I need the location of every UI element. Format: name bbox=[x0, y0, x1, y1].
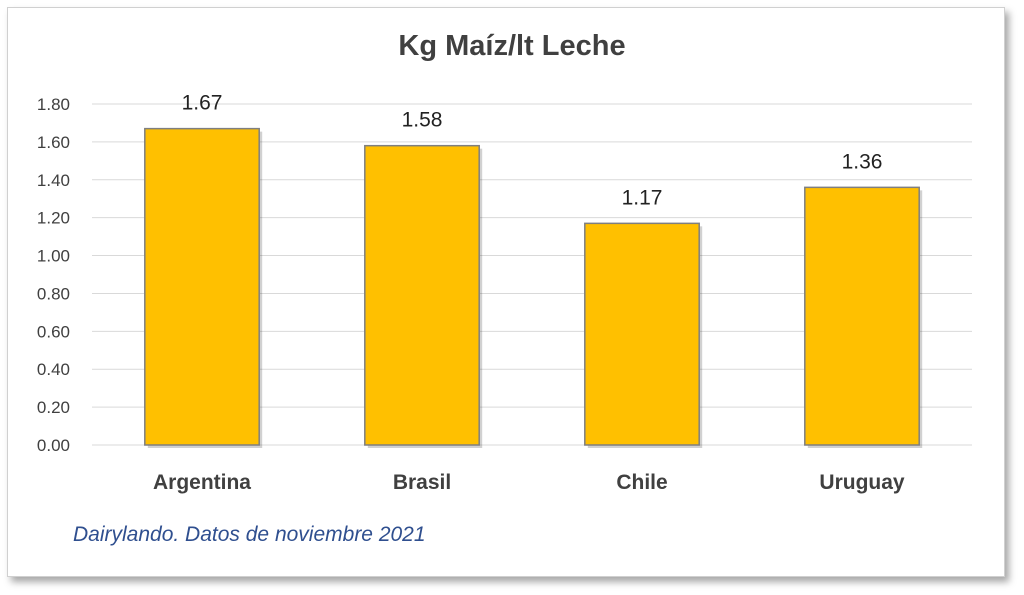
bars bbox=[144, 127, 923, 448]
x-category-label: Chile bbox=[616, 471, 667, 494]
x-category-label: Argentina bbox=[153, 471, 251, 494]
data-label: 1.58 bbox=[402, 109, 443, 132]
y-tick-label: 1.60 bbox=[37, 133, 70, 152]
bar-argentina bbox=[144, 127, 260, 446]
data-labels: 1.67 1.58 1.17 1.36 bbox=[182, 92, 883, 210]
bar-brasil bbox=[364, 144, 480, 446]
y-tick-label: 1.00 bbox=[37, 247, 70, 266]
y-tick-label: 0.80 bbox=[37, 284, 70, 303]
data-label: 1.67 bbox=[182, 92, 223, 115]
y-tick-label: 1.40 bbox=[37, 171, 70, 190]
y-axis: 0.00 0.20 0.40 0.60 0.80 1.00 1.20 1.40 1.60 1.80 bbox=[37, 95, 70, 455]
y-tick-label: 0.00 bbox=[37, 436, 70, 455]
source-note: Dairylando. Datos de noviembre 2021 bbox=[73, 523, 426, 546]
x-axis: Argentina Brasil Chile Uruguay bbox=[153, 471, 905, 494]
y-tick-label: 0.20 bbox=[37, 398, 70, 417]
x-category-label: Brasil bbox=[393, 471, 451, 494]
x-category-label: Uruguay bbox=[819, 471, 905, 494]
chart-title: Kg Maíz/lt Leche bbox=[398, 30, 626, 62]
y-tick-label: 0.60 bbox=[37, 322, 70, 341]
bar-chile bbox=[584, 222, 700, 446]
data-label: 1.17 bbox=[622, 186, 663, 209]
y-tick-label: 1.80 bbox=[37, 95, 70, 114]
y-tick-label: 0.40 bbox=[37, 360, 70, 379]
y-tick-label: 1.20 bbox=[37, 209, 70, 228]
bar-uruguay bbox=[804, 186, 920, 446]
data-label: 1.36 bbox=[842, 150, 883, 173]
